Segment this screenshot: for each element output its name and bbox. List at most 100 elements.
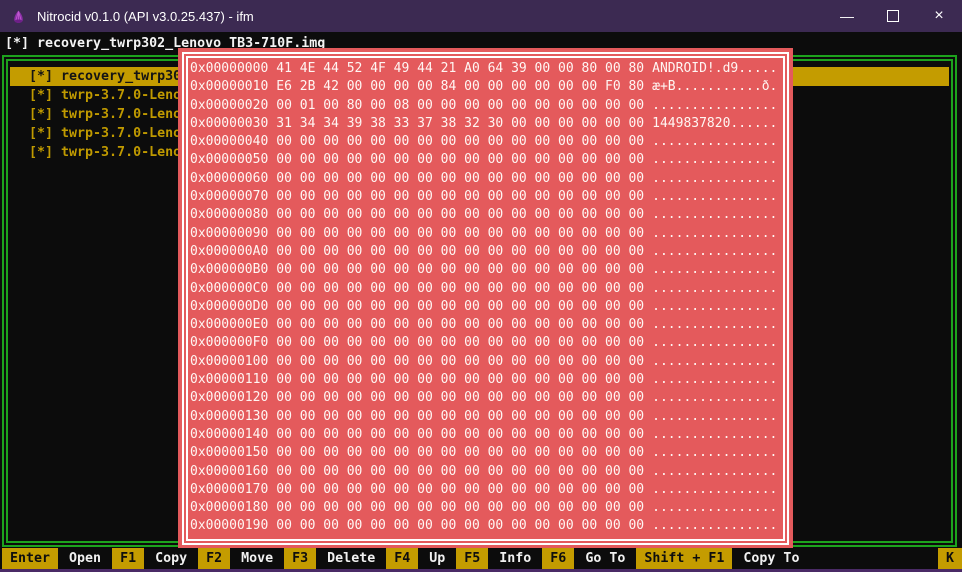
hex-address: 0x000000F0 bbox=[190, 335, 269, 351]
nitrocid-logo-icon bbox=[14, 10, 23, 23]
hex-address: 0x00000100 bbox=[190, 353, 269, 369]
hex-bytes: E6 2B 42 00 00 00 00 84 00 00 00 00 00 0… bbox=[276, 79, 645, 95]
hex-address: 0x00000020 bbox=[190, 97, 269, 113]
hex-address: 0x000000A0 bbox=[190, 243, 269, 259]
hex-row: 0x00000110 00 00 00 00 00 00 00 00 00 00… bbox=[190, 371, 781, 389]
hex-row: 0x00000100 00 00 00 00 00 00 00 00 00 00… bbox=[190, 353, 781, 371]
keybinding-action: Copy To bbox=[743, 551, 800, 566]
hex-row: 0x00000010 E6 2B 42 00 00 00 00 84 00 00… bbox=[190, 78, 781, 96]
hex-ascii: 1449837820...... bbox=[652, 115, 778, 131]
hex-address: 0x00000150 bbox=[190, 445, 269, 461]
keybinding-item[interactable]: F2 Move bbox=[198, 548, 284, 569]
hex-row: 0x00000120 00 00 00 00 00 00 00 00 00 00… bbox=[190, 389, 781, 407]
hex-address: 0x00000070 bbox=[190, 189, 269, 205]
keybinding-item[interactable]: F6 Go To bbox=[542, 548, 636, 569]
keybinding-action: Delete bbox=[327, 551, 376, 566]
hex-ascii: ANDROID!.d9..... bbox=[652, 61, 778, 76]
file-list-item[interactable]: [*] twrp-3.7.0-Lenov bbox=[29, 107, 190, 122]
hex-bytes: 00 00 00 00 00 00 00 00 00 00 00 00 00 0… bbox=[276, 353, 645, 369]
status-bar-spacer-flex bbox=[810, 548, 938, 569]
hex-row: 0x00000000 41 4E 44 52 4F 49 44 21 A0 64… bbox=[190, 60, 781, 78]
hex-ascii: ................ bbox=[652, 134, 778, 150]
window-title: Nitrocid v0.1.0 (API v3.0.25.437) - ifm bbox=[37, 8, 254, 24]
keybinding-action: Info bbox=[499, 551, 532, 566]
current-file-header: [*] recovery_twrp302_Lenovo_TB3-710F.img bbox=[5, 36, 326, 51]
hex-address: 0x000000E0 bbox=[190, 317, 269, 333]
hex-bytes: 00 00 00 00 00 00 00 00 00 00 00 00 00 0… bbox=[276, 408, 645, 424]
hex-viewer-overlay: 0x00000000 41 4E 44 52 4F 49 44 21 A0 64… bbox=[178, 48, 793, 549]
hex-row: 0x00000090 00 00 00 00 00 00 00 00 00 00… bbox=[190, 225, 781, 243]
keybinding-key: Shift + F1 bbox=[636, 548, 733, 569]
keybinding-key: Enter bbox=[2, 548, 59, 569]
hex-bytes: 00 00 00 00 00 00 00 00 00 00 00 00 00 0… bbox=[276, 463, 645, 479]
hex-row: 0x00000020 00 01 00 80 00 08 00 00 00 00… bbox=[190, 97, 781, 115]
hex-address: 0x000000B0 bbox=[190, 262, 269, 278]
hex-address: 0x00000090 bbox=[190, 225, 269, 241]
hex-address: 0x00000110 bbox=[190, 372, 269, 388]
hex-bytes: 00 00 00 00 00 00 00 00 00 00 00 00 00 0… bbox=[276, 335, 645, 351]
hex-ascii: ................ bbox=[652, 500, 778, 516]
hex-row: 0x00000070 00 00 00 00 00 00 00 00 00 00… bbox=[190, 188, 781, 206]
hex-ascii: ................ bbox=[652, 225, 778, 241]
file-list-item[interactable]: [*] twrp-3.7.0-Lenov bbox=[29, 145, 190, 160]
hex-row: 0x00000080 00 00 00 00 00 00 00 00 00 00… bbox=[190, 206, 781, 224]
keybinding-more-key[interactable]: K bbox=[937, 548, 962, 569]
keybinding-key: F2 bbox=[198, 548, 231, 569]
hex-ascii: ................ bbox=[652, 280, 778, 296]
hex-row: 0x00000060 00 00 00 00 00 00 00 00 00 00… bbox=[190, 170, 781, 188]
hex-row: 0x000000C0 00 00 00 00 00 00 00 00 00 00… bbox=[190, 280, 781, 298]
hex-row: 0x00000050 00 00 00 00 00 00 00 00 00 00… bbox=[190, 151, 781, 169]
hex-bytes: 00 00 00 00 00 00 00 00 00 00 00 00 00 0… bbox=[276, 225, 645, 241]
hex-bytes: 00 00 00 00 00 00 00 00 00 00 00 00 00 0… bbox=[276, 243, 645, 259]
keybinding-item[interactable]: F1 Copy bbox=[112, 548, 198, 569]
keybinding-item[interactable]: Enter Open bbox=[2, 548, 112, 569]
hex-ascii: ................ bbox=[652, 481, 778, 497]
hex-bytes: 00 00 00 00 00 00 00 00 00 00 00 00 00 0… bbox=[276, 207, 645, 223]
minimize-button[interactable]: — bbox=[824, 0, 870, 32]
window-controls: — × bbox=[824, 0, 962, 32]
file-list-item[interactable]: [*] twrp-3.7.0-Lenov bbox=[29, 88, 190, 103]
keybinding-item[interactable]: F3 Delete bbox=[284, 548, 386, 569]
hex-address: 0x00000000 bbox=[190, 61, 269, 76]
hex-ascii: ................ bbox=[652, 463, 778, 479]
hex-row: 0x000000A0 00 00 00 00 00 00 00 00 00 00… bbox=[190, 243, 781, 261]
hex-viewer-frame: 0x00000000 41 4E 44 52 4F 49 44 21 A0 64… bbox=[182, 52, 789, 545]
status-bar-items: Enter Open F1 Copy F2 Move F3 Delete F4 … bbox=[2, 548, 810, 569]
keybinding-item[interactable]: Shift + F1 Copy To bbox=[636, 548, 810, 569]
hex-ascii: ................ bbox=[652, 426, 778, 442]
hex-address: 0x00000030 bbox=[190, 115, 269, 131]
hex-address: 0x00000170 bbox=[190, 481, 269, 497]
maximize-button[interactable] bbox=[870, 0, 916, 32]
hex-ascii: ................ bbox=[652, 207, 778, 223]
window-bottom-edge bbox=[0, 569, 962, 572]
hex-bytes: 00 00 00 00 00 00 00 00 00 00 00 00 00 0… bbox=[276, 262, 645, 278]
hex-ascii: ................ bbox=[652, 518, 778, 534]
keybinding-item[interactable]: F4 Up bbox=[386, 548, 456, 569]
hex-row: 0x000000D0 00 00 00 00 00 00 00 00 00 00… bbox=[190, 298, 781, 316]
hex-bytes: 00 00 00 00 00 00 00 00 00 00 00 00 00 0… bbox=[276, 426, 645, 442]
hex-bytes: 00 00 00 00 00 00 00 00 00 00 00 00 00 0… bbox=[276, 481, 645, 497]
hex-row: 0x000000E0 00 00 00 00 00 00 00 00 00 00… bbox=[190, 316, 781, 334]
hex-address: 0x00000080 bbox=[190, 207, 269, 223]
hex-address: 0x00000120 bbox=[190, 390, 269, 406]
hex-bytes: 00 00 00 00 00 00 00 00 00 00 00 00 00 0… bbox=[276, 317, 645, 333]
keybinding-key: F1 bbox=[112, 548, 145, 569]
hex-ascii: ................ bbox=[652, 353, 778, 369]
hex-row: 0x00000030 31 34 34 39 38 33 37 38 32 30… bbox=[190, 115, 781, 133]
file-list-item[interactable]: [*] twrp-3.7.0-Lenov bbox=[29, 126, 190, 141]
hex-ascii: ................ bbox=[652, 170, 778, 186]
keybinding-item[interactable]: F5 Info bbox=[456, 548, 542, 569]
keybinding-action: Copy bbox=[155, 551, 188, 566]
hex-bytes: 00 00 00 00 00 00 00 00 00 00 00 00 00 0… bbox=[276, 170, 645, 186]
hex-ascii: ................ bbox=[652, 189, 778, 205]
hex-bytes: 31 34 34 39 38 33 37 38 32 30 00 00 00 0… bbox=[276, 115, 645, 131]
titlebar: Nitrocid v0.1.0 (API v3.0.25.437) - ifm … bbox=[0, 0, 962, 32]
close-button[interactable]: × bbox=[916, 0, 962, 32]
hex-ascii: ................ bbox=[652, 298, 778, 314]
keybinding-key: F6 bbox=[542, 548, 575, 569]
hex-address: 0x00000180 bbox=[190, 500, 269, 516]
hex-bytes: 41 4E 44 52 4F 49 44 21 A0 64 39 00 00 8… bbox=[276, 61, 645, 76]
hex-bytes: 00 00 00 00 00 00 00 00 00 00 00 00 00 0… bbox=[276, 298, 645, 314]
hex-row: 0x00000130 00 00 00 00 00 00 00 00 00 00… bbox=[190, 408, 781, 426]
keybinding-action: Up bbox=[429, 551, 446, 566]
